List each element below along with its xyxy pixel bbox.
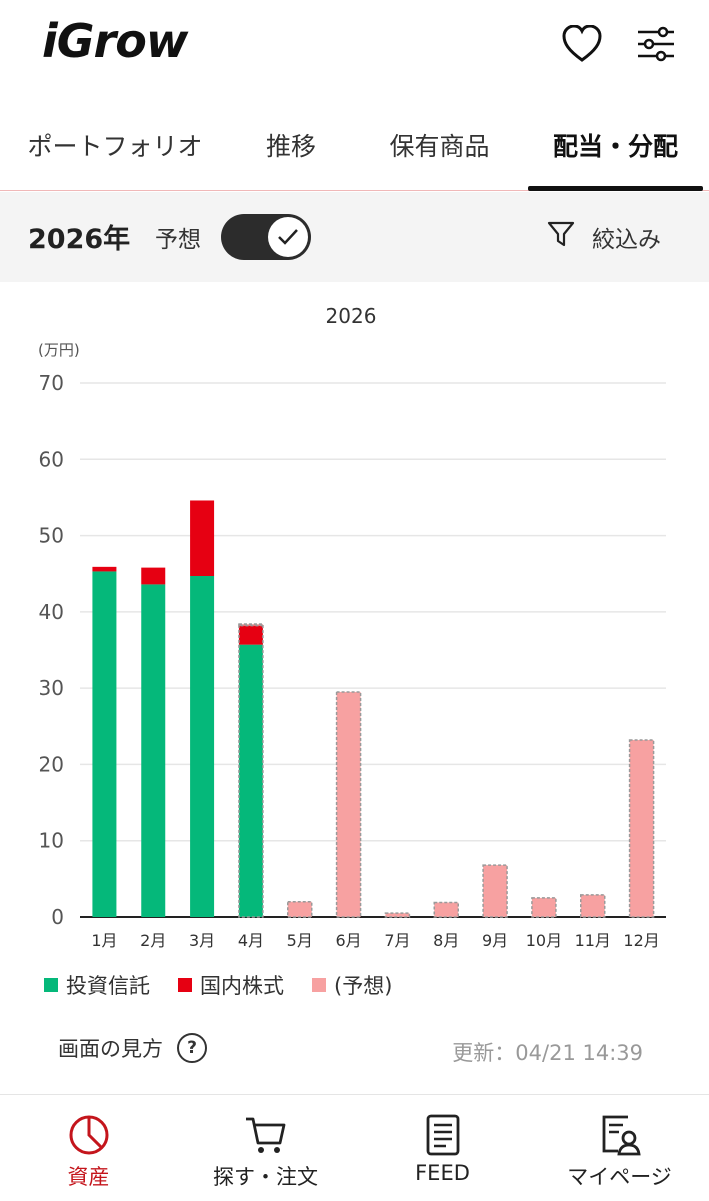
bar-forecast bbox=[287, 900, 313, 918]
tab-dividends[interactable]: 配当・分配 bbox=[552, 132, 678, 161]
y-tick-label: 20 bbox=[39, 752, 64, 776]
bar-stock bbox=[190, 500, 215, 577]
x-tick-label: 12月 bbox=[623, 931, 659, 950]
bar-stock bbox=[92, 566, 117, 572]
bottom-nav: 資産 探す・注文 FEED マイページ bbox=[0, 1094, 709, 1201]
tab-trend[interactable]: 推移 bbox=[265, 132, 316, 161]
y-unit-label: (万円) bbox=[38, 341, 80, 359]
legend-label-forecast: (予想) bbox=[334, 974, 393, 998]
bar-stock bbox=[141, 567, 166, 585]
pie-chart-icon bbox=[69, 1115, 108, 1155]
x-tick-label: 2月 bbox=[140, 931, 166, 950]
bar-forecast-outline bbox=[238, 623, 264, 918]
y-tick-label: 30 bbox=[39, 676, 64, 700]
bar-forecast bbox=[580, 894, 606, 918]
legend-swatch-fund bbox=[44, 978, 58, 992]
cart-icon bbox=[245, 1117, 285, 1153]
x-tick-label: 8月 bbox=[433, 931, 459, 950]
nav-label-feed: FEED bbox=[415, 1161, 470, 1185]
x-tick-label: 11月 bbox=[575, 931, 611, 950]
newspaper-icon bbox=[426, 1114, 459, 1156]
chart-svg: 2026 (万円) 0 10 20 30 40 50 60 70 1月 2月 3月 4月 5月 6月 7月 8月 9… bbox=[38, 304, 666, 950]
nav-search-order[interactable]: 探す・注文 bbox=[177, 1095, 354, 1201]
igrow-logo: iGrow bbox=[42, 14, 188, 68]
bar-forecast bbox=[628, 739, 655, 918]
tab-bar: ポートフォリオ 推移 保有商品 配当・分配 bbox=[0, 100, 709, 191]
y-tick-label: 60 bbox=[39, 447, 64, 471]
chart-legend: 投資信託 国内株式 (予想) bbox=[44, 970, 392, 1000]
nav-label-mypage: マイページ bbox=[567, 1165, 672, 1189]
bar-forecast bbox=[384, 912, 411, 918]
nav-label-assets: 資産 bbox=[67, 1165, 110, 1189]
bar-fund bbox=[238, 644, 263, 917]
x-tick-label: 6月 bbox=[335, 931, 361, 950]
legend-item-forecast: (予想) bbox=[312, 970, 392, 1000]
sliders-icon[interactable] bbox=[632, 20, 680, 68]
dividend-chart: 2026 (万円) 0 10 20 30 40 50 60 70 1月 2月 3月 4月 5月 6月 7月 8月 9… bbox=[0, 290, 709, 1010]
bar-fund bbox=[92, 571, 117, 917]
bar-forecast bbox=[335, 691, 362, 918]
y-tick-label: 0 bbox=[51, 905, 64, 929]
filter-label: 絞込み bbox=[592, 227, 661, 253]
legend-swatch-forecast bbox=[312, 978, 326, 992]
y-tick-label: 10 bbox=[39, 829, 64, 853]
updated-timestamp: 更新：04/21 14:39 bbox=[452, 1041, 643, 1065]
heart-icon[interactable] bbox=[558, 20, 606, 68]
question-icon: ? bbox=[177, 1033, 207, 1063]
legend-label-stock: 国内株式 bbox=[200, 974, 284, 998]
filter-button[interactable]: 絞込み bbox=[546, 214, 661, 260]
x-tick-label: 1月 bbox=[91, 931, 117, 950]
nav-label-search-order: 探す・注文 bbox=[213, 1165, 318, 1189]
legend-label-fund: 投資信託 bbox=[66, 974, 150, 998]
legend-swatch-stock bbox=[178, 978, 192, 992]
nav-assets[interactable]: 資産 bbox=[0, 1095, 177, 1201]
x-tick-label: 7月 bbox=[384, 931, 410, 950]
bar-forecast bbox=[531, 897, 557, 918]
legend-item-stock: 国内株式 bbox=[178, 970, 284, 1000]
bar-fund bbox=[141, 584, 166, 917]
tab-holdings[interactable]: 保有商品 bbox=[389, 132, 490, 161]
bar-stock bbox=[238, 625, 263, 645]
forecast-label: 予想 bbox=[155, 227, 201, 253]
forecast-toggle[interactable] bbox=[221, 214, 311, 260]
x-tick-label: 9月 bbox=[482, 931, 508, 950]
x-tick-label: 3月 bbox=[189, 931, 215, 950]
chart-title: 2026 bbox=[326, 304, 377, 328]
x-tick-label: 5月 bbox=[287, 931, 313, 950]
howto-label: 画面の見方 bbox=[58, 1037, 163, 1061]
x-tick-label: 10月 bbox=[526, 931, 562, 950]
funnel-icon bbox=[546, 219, 576, 255]
tab-portfolio[interactable]: ポートフォリオ bbox=[27, 132, 203, 161]
bar-fund bbox=[190, 576, 215, 917]
nav-mypage[interactable]: マイページ bbox=[531, 1095, 708, 1201]
nav-feed[interactable]: FEED bbox=[354, 1095, 531, 1201]
year-selector[interactable]: 2026年 bbox=[28, 224, 131, 255]
y-tick-label: 70 bbox=[39, 371, 64, 395]
bar-forecast bbox=[433, 901, 459, 918]
active-tab-indicator bbox=[528, 186, 703, 191]
app-header: iGrow bbox=[0, 0, 709, 100]
logo-text: iGrow bbox=[42, 14, 188, 68]
profile-document-icon bbox=[602, 1115, 641, 1156]
legend-item-fund: 投資信託 bbox=[44, 970, 150, 1000]
check-icon bbox=[268, 217, 308, 257]
howto-link[interactable]: 画面の見方 ? bbox=[58, 1033, 207, 1063]
x-tick-label: 4月 bbox=[238, 931, 264, 950]
bar-forecast bbox=[482, 864, 508, 918]
y-tick-label: 40 bbox=[39, 600, 64, 624]
filter-bar: 2026年 予想 絞込み bbox=[0, 192, 709, 282]
y-tick-label: 50 bbox=[39, 524, 64, 548]
